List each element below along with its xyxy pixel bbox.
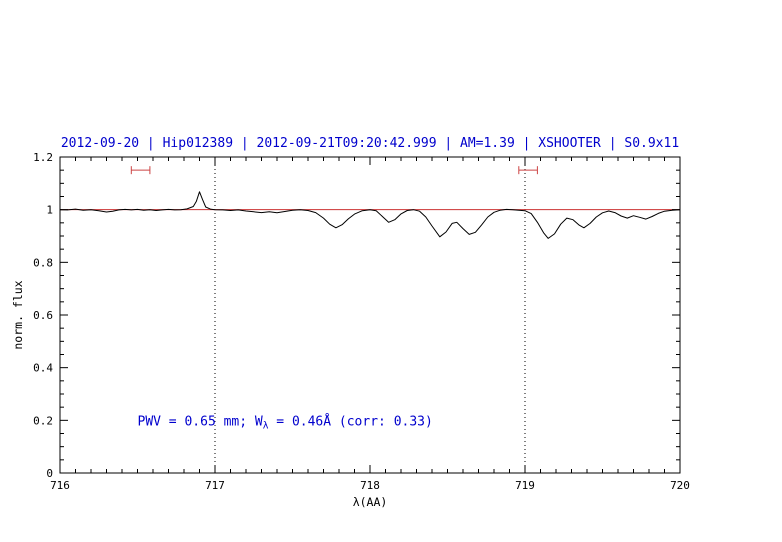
y-tick-label: 1 [46, 204, 53, 217]
pwv-range-markers [130, 166, 538, 175]
x-tick-label: 716 [50, 479, 70, 492]
y-tick-label: 0.4 [33, 362, 53, 375]
x-tick-label: 719 [515, 479, 535, 492]
axis-tick-labels: 716 717 718 719 720 0 0.2 0.4 0.6 0.8 1 1.2 [33, 151, 690, 492]
plot-title: 2012-09-20 | Hip012389 | 2012-09-21T09:2… [61, 136, 679, 151]
x-tick-label: 720 [670, 479, 690, 492]
y-tick-label: 0.6 [33, 309, 53, 322]
x-tick-label: 718 [360, 479, 380, 492]
pwv-annotation: PWV = 0.65 mm; Wλ = 0.46Å (corr: 0.33) [138, 414, 433, 432]
axis-ticks [59, 156, 681, 474]
y-tick-label: 0.8 [33, 256, 53, 269]
spectrum-series [59, 191, 681, 239]
pwv-annotation-pre: PWV = 0.65 mm; W [138, 415, 263, 430]
y-axis-label: norm. flux [11, 280, 25, 349]
x-axis-label: λ(AA) [353, 495, 388, 509]
x-tick-label: 717 [205, 479, 225, 492]
pwv-annotation-post: = 0.46Å (corr: 0.33) [268, 414, 432, 430]
pwv-annotation-sub: λ [263, 421, 269, 432]
y-tick-label: 0.2 [33, 414, 53, 427]
y-tick-label: 1.2 [33, 151, 53, 164]
y-tick-label: 0 [46, 467, 53, 480]
spectrum-line [59, 191, 681, 239]
